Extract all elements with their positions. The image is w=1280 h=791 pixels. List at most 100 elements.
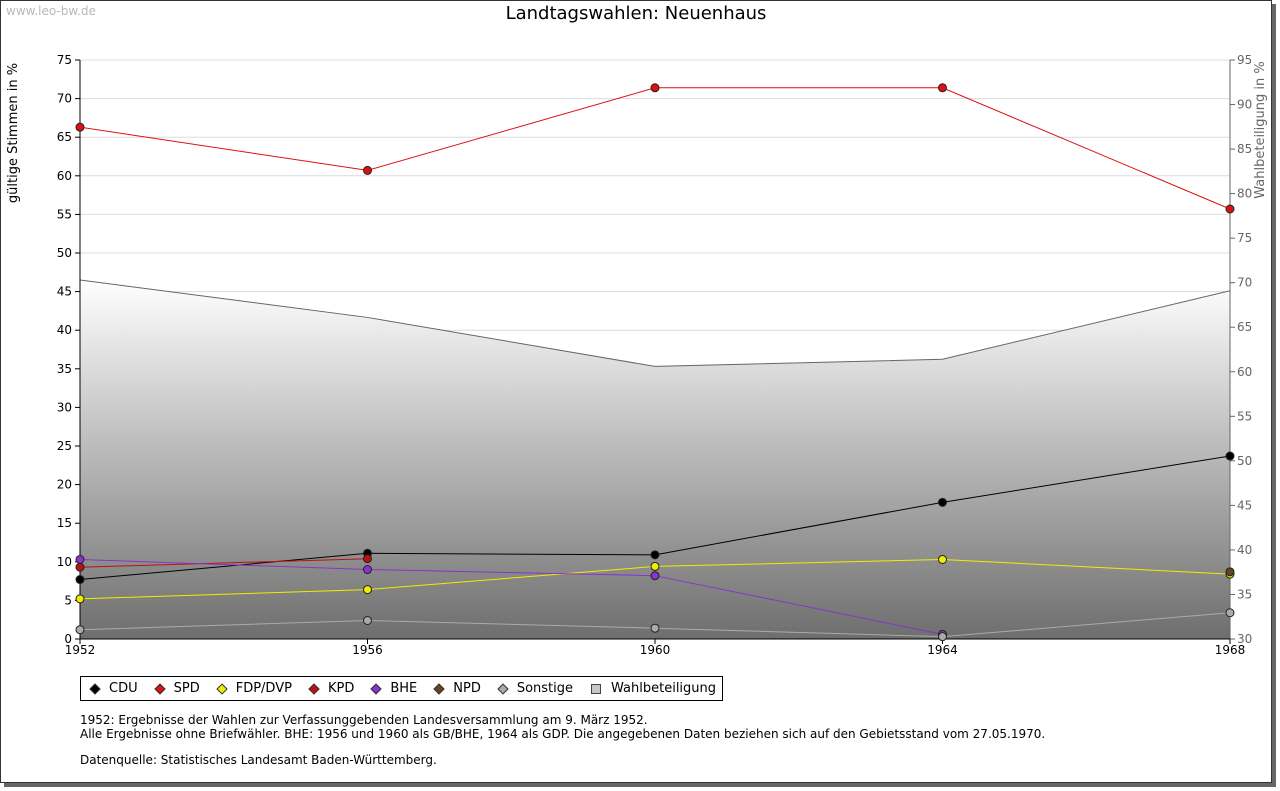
legend-swatch (89, 682, 101, 695)
legend-swatch (591, 683, 602, 694)
turnout-area-layer (79, 279, 1231, 639)
legend-label: KPD (327, 681, 355, 696)
data-point-sonstige (650, 623, 660, 633)
y-tick-label: 45 (57, 285, 72, 299)
legend-swatch (308, 682, 320, 695)
legend-label: FDP/DVP (235, 681, 292, 696)
legend-item-cdu: CDU (85, 681, 138, 696)
data-point-sonstige (75, 625, 85, 635)
y2-tick-label: 40 (1237, 543, 1252, 557)
y-tick-label: 15 (57, 516, 72, 530)
turnout-area (80, 280, 1230, 639)
y-tick-label: 65 (57, 130, 72, 144)
note-line-1: 1952: Ergebnisse der Wahlen zur Verfassu… (80, 713, 648, 727)
y2-tick-label: 80 (1237, 187, 1252, 201)
y-axis-title: gültige Stimmen in % (6, 63, 21, 203)
legend-swatch (216, 682, 228, 695)
legend-label: SPD (173, 681, 200, 696)
y2-tick-label: 55 (1237, 409, 1252, 423)
legend-item-bhe: BHE (366, 681, 417, 696)
series-line-bhe (79, 558, 943, 635)
data-point-kpd (75, 562, 85, 572)
y2-tick-label: 90 (1237, 98, 1252, 112)
data-point-sonstige (1225, 608, 1235, 618)
legend-item-kpd: KPD (304, 681, 354, 696)
legend-swatch (497, 682, 509, 695)
legend-item-fdp-dvp: FDP/DVP (212, 681, 292, 696)
legend-item-sonstige: Sonstige (493, 681, 573, 696)
data-point-fdp-dvp (650, 561, 660, 571)
marker-layer (75, 83, 1235, 642)
data-point-cdu (75, 575, 85, 585)
y2-tick-label: 70 (1237, 276, 1252, 290)
y-tick-label: 75 (57, 53, 72, 67)
chart-svg: 0 5 10 15 20 25 30 35 40 45 50 55 60 65 70 75 30 35 40 45 50… (6, 53, 1268, 657)
y2-tick-label: 45 (1237, 498, 1252, 512)
y2-tick-label: 50 (1237, 454, 1252, 468)
legend-label: Sonstige (516, 681, 574, 696)
data-point-bhe (363, 565, 372, 575)
legend-swatch (153, 682, 166, 695)
data-point-cdu (938, 497, 947, 507)
data-point-spd (363, 165, 372, 175)
data-point-cdu (650, 550, 660, 560)
data-point-spd (650, 83, 660, 93)
data-point-fdp-dvp (75, 594, 85, 604)
y-tick-label: 20 (57, 478, 72, 492)
y-tick-label: 30 (57, 400, 72, 414)
data-point-spd (75, 122, 85, 132)
chart-title: Landtagswahlen: Neuenhaus (505, 3, 767, 24)
y-tick-label: 60 (57, 169, 72, 183)
y2-tick-label: 35 (1237, 587, 1252, 601)
data-point-fdp-dvp (363, 585, 372, 595)
notes: 1952: Ergebnisse der Wahlen zur Verfassu… (80, 713, 1045, 767)
legend-item-wahlbeteiligung: Wahlbeteiligung (585, 681, 716, 696)
legend-label: BHE (390, 681, 418, 696)
legend-label: CDU (109, 681, 138, 696)
data-point-sonstige (938, 632, 947, 642)
y2-tick-label: 95 (1237, 53, 1252, 67)
legend-swatch (433, 682, 445, 695)
y2-tick-label: 85 (1237, 142, 1252, 156)
y2-axis-title: Wahlbeteiligung in % (1253, 61, 1268, 198)
data-point-npd (1225, 567, 1235, 577)
data-point-bhe (75, 554, 85, 564)
data-point-bhe (650, 571, 660, 581)
turnout-line (79, 279, 1231, 367)
y-tick-label: 70 (57, 92, 72, 106)
series-line-kpd (79, 558, 368, 568)
data-point-fdp-dvp (938, 554, 947, 564)
y-tick-label: 40 (57, 323, 72, 337)
watermark: www.leo-bw.de (6, 4, 96, 18)
y2-tick-label: 60 (1237, 365, 1252, 379)
y2-tick-label: 65 (1237, 320, 1252, 334)
data-source: Datenquelle: Statistisches Landesamt Bad… (80, 753, 437, 767)
x-tick-label: 1952 (65, 643, 96, 657)
x-tick-label: 1956 (352, 643, 383, 657)
note-line-2: Alle Ergebnisse ohne Briefwähler. BHE: 1… (80, 727, 1046, 741)
data-point-cdu (1225, 451, 1235, 461)
legend-label: NPD (453, 681, 481, 696)
legend-item-spd: SPD (150, 681, 200, 696)
y2-tick-label: 75 (1237, 231, 1252, 245)
y-tick-label: 55 (57, 207, 72, 221)
x-tick-label: 1968 (1215, 643, 1246, 657)
x-tick-label: 1964 (927, 643, 958, 657)
y2-tick-label: 30 (1237, 632, 1252, 646)
x-tick-label: 1960 (640, 643, 671, 657)
data-point-spd (938, 83, 947, 93)
legend: CDU SPD FDP/DVP KPD BHE NPD Sonstige Wahlbeteil… (80, 676, 724, 701)
y-tick-label: 5 (64, 593, 72, 607)
series-line-spd (79, 87, 1231, 210)
legend-label: Wahlbeteiligung (611, 681, 717, 696)
y-tick-label: 10 (57, 555, 72, 569)
y-tick-label: 0 (64, 632, 72, 646)
legend-item-npd: NPD (429, 681, 481, 696)
y-tick-label: 50 (57, 246, 72, 260)
y-tick-label: 35 (57, 362, 72, 376)
data-point-sonstige (363, 615, 372, 625)
data-point-kpd (363, 554, 372, 564)
axis-layer: 0 5 10 15 20 25 30 35 40 45 50 55 60 65 70 75 30 35 40 45 50… (57, 53, 1253, 657)
data-point-spd (1225, 204, 1235, 214)
y-tick-label: 25 (57, 439, 72, 453)
